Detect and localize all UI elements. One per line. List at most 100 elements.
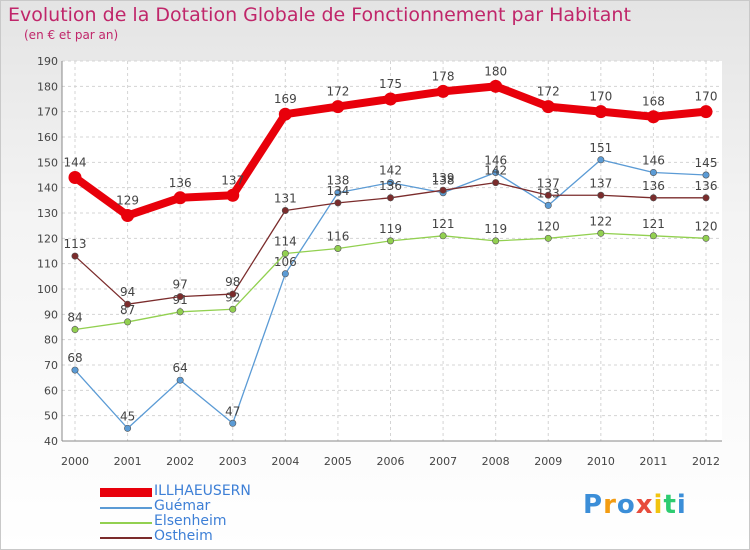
data-point-elsenheim (334, 244, 342, 252)
x-tick-label: 2008 (482, 455, 510, 468)
x-tick-label: 2000 (61, 455, 89, 468)
data-point-ostheim (597, 191, 605, 199)
data-label-guemar: 142 (379, 164, 402, 178)
data-label-ostheim: 98 (225, 275, 240, 289)
y-tick-label: 160 (37, 131, 58, 144)
data-point-elsenheim (281, 250, 289, 258)
data-label-guemar: 146 (642, 153, 665, 167)
data-label-illhaeusern: 170 (695, 90, 718, 104)
data-point-ostheim (229, 290, 237, 298)
x-tick-label: 2002 (166, 455, 194, 468)
legend-swatch-ostheim (100, 537, 152, 539)
chart-subtitle: (en € et par an) (24, 28, 119, 42)
data-point-guemar (702, 171, 710, 179)
data-label-ostheim: 94 (120, 285, 135, 299)
data-label-guemar: 68 (67, 351, 82, 365)
data-point-illhaeusern (699, 105, 713, 119)
x-tick-label: 2011 (639, 455, 667, 468)
logo-letter: x (635, 490, 654, 520)
x-tick-label: 2007 (429, 455, 457, 468)
data-label-elsenheim: 121 (432, 217, 455, 231)
logo-letter: t (663, 490, 677, 520)
data-label-ostheim: 134 (326, 184, 349, 198)
data-point-illhaeusern (541, 100, 555, 114)
data-point-guemar (492, 168, 500, 176)
data-label-guemar: 64 (173, 361, 188, 375)
data-point-guemar (124, 424, 132, 432)
y-tick-label: 60 (44, 384, 58, 397)
data-label-illhaeusern: 170 (589, 90, 612, 104)
data-point-illhaeusern (436, 84, 450, 98)
data-label-illhaeusern: 175 (379, 77, 402, 91)
data-point-guemar (229, 419, 237, 427)
data-point-guemar (334, 189, 342, 197)
data-point-guemar (386, 179, 394, 187)
chart-title: Evolution de la Dotation Globale de Fonc… (8, 4, 631, 26)
data-label-illhaeusern: 169 (274, 92, 297, 106)
data-point-elsenheim (544, 234, 552, 242)
data-point-ostheim (124, 300, 132, 308)
data-label-guemar: 151 (589, 141, 612, 155)
legend-label: Elsenheim (154, 513, 227, 529)
legend-swatch-illhaeusern (100, 488, 152, 497)
data-point-ostheim (386, 194, 394, 202)
data-point-elsenheim (492, 237, 500, 245)
data-point-guemar (597, 156, 605, 164)
data-point-elsenheim (176, 308, 184, 316)
data-point-illhaeusern (121, 209, 135, 223)
data-label-elsenheim: 119 (379, 222, 402, 236)
y-tick-label: 120 (37, 232, 58, 245)
data-point-illhaeusern (646, 110, 660, 124)
y-tick-label: 100 (37, 283, 58, 296)
data-label-illhaeusern: 137 (221, 173, 244, 187)
x-tick-label: 2003 (219, 455, 247, 468)
data-label-illhaeusern: 172 (326, 85, 349, 99)
data-point-ostheim (281, 206, 289, 214)
data-label-elsenheim: 120 (537, 219, 560, 233)
logo-letter: o (616, 490, 636, 520)
data-point-ostheim (334, 199, 342, 207)
y-tick-label: 190 (37, 55, 58, 68)
data-label-ostheim: 137 (537, 176, 560, 190)
x-tick-label: 2001 (114, 455, 142, 468)
data-label-guemar: 47 (225, 404, 240, 418)
data-label-guemar: 106 (274, 255, 297, 269)
x-tick-label: 2004 (271, 455, 299, 468)
x-tick-label: 2010 (587, 455, 615, 468)
data-label-guemar: 138 (432, 174, 455, 188)
legend-swatch-elsenheim (100, 522, 152, 524)
data-label-ostheim: 139 (432, 171, 455, 185)
y-tick-label: 40 (44, 435, 58, 448)
data-point-guemar (649, 168, 657, 176)
data-point-elsenheim (229, 305, 237, 313)
y-tick-label: 140 (37, 182, 58, 195)
y-tick-label: 170 (37, 106, 58, 119)
y-tick-label: 130 (37, 207, 58, 220)
x-tick-label: 2006 (377, 455, 405, 468)
data-point-illhaeusern (173, 191, 187, 205)
y-tick-label: 80 (44, 334, 58, 347)
data-label-ostheim: 136 (642, 179, 665, 193)
data-label-illhaeusern: 178 (432, 69, 455, 83)
data-point-illhaeusern (594, 105, 608, 119)
data-point-ostheim (544, 191, 552, 199)
y-tick-label: 110 (37, 258, 58, 271)
data-point-elsenheim (649, 232, 657, 240)
data-point-elsenheim (597, 229, 605, 237)
proxiti-logo: Proxiti (583, 490, 687, 520)
legend-swatch-guemar (100, 507, 152, 509)
plot-area (62, 61, 722, 441)
data-label-illhaeusern: 144 (64, 156, 87, 170)
data-label-elsenheim: 119 (484, 222, 507, 236)
data-point-illhaeusern (384, 92, 397, 106)
legend-label: Ostheim (154, 528, 213, 544)
data-point-guemar (544, 201, 552, 209)
data-point-elsenheim (702, 234, 710, 242)
x-tick-label: 2005 (324, 455, 352, 468)
y-tick-label: 150 (37, 156, 58, 169)
data-point-ostheim (176, 293, 184, 301)
y-tick-label: 90 (44, 308, 58, 321)
data-label-ostheim: 131 (274, 191, 297, 205)
data-point-ostheim (492, 179, 500, 187)
